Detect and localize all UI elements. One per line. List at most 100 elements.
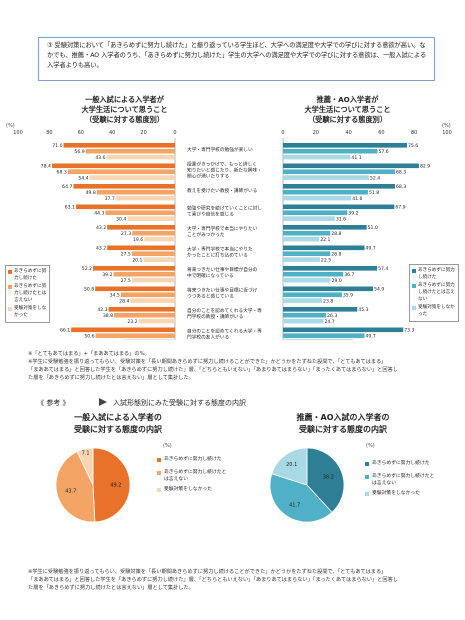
left-bar	[95, 333, 175, 338]
legend-swatch	[157, 457, 161, 462]
note-1: ※「とてもあてはまる」+「まああてはまる」の%。 ※学生に受験勉強を振り返っても…	[28, 350, 448, 382]
note-2: ※学生に受験勉強を振り返ってもらい、受験対策を「長い期間あきらめずに努力し続ける…	[28, 568, 448, 592]
right-bar	[283, 292, 342, 297]
right-bar	[283, 339, 354, 340]
right-bar-label: 57.4	[378, 266, 388, 272]
right-tick-label: 0	[281, 130, 284, 136]
right-bar-label: 41.6	[352, 196, 362, 202]
legend-swatch	[8, 269, 12, 274]
left-bar	[107, 245, 175, 251]
left-bar-label: 49.8	[86, 190, 96, 196]
left-bar-label: 64.7	[62, 184, 72, 190]
category-label: て喜びや自信を感じる	[187, 211, 234, 218]
left-bar-label: 20.1	[132, 257, 142, 263]
right-bar-label: 43.1	[355, 339, 365, 340]
category-label: 自分のことを認めてくれる大学・専	[187, 327, 262, 334]
right-bar-label: 73.3	[404, 328, 414, 334]
right-bar	[283, 327, 404, 333]
pie-right-legend: あきらめずに努力し続けた あきらめずに努力し続けたとは言えない 受験対策をしなか…	[365, 460, 437, 503]
pie-legend-item: あきらめずに努力し続けたとは言えない	[365, 473, 437, 487]
pie-value-label: 49.2	[110, 482, 121, 488]
right-bar-label: 23.8	[323, 298, 333, 304]
left-tick-label: 100	[13, 130, 23, 136]
left-bar-label: 52.2	[82, 266, 92, 272]
left-bar-label: 19.6	[133, 237, 143, 243]
pie-right-title-line: 受験に対する態度の内訳	[299, 425, 387, 434]
note-line: 「まああてはまる」と回答した学生を「あきらめずに努力し続けた」層、「どちらともい…	[28, 577, 398, 583]
legend-swatch	[8, 306, 12, 311]
pie-left-title: 一般入試による入学者の 受験に対する態度の内訳	[58, 412, 178, 436]
category-label: 門学校の友人がいる	[187, 334, 229, 340]
left-tick-label: 80	[46, 130, 52, 136]
category-label: つつあると感じている	[187, 293, 234, 300]
right-bar-label: 75.6	[408, 143, 418, 149]
left-bar-label: 54.4	[78, 175, 88, 181]
legend-swatch	[157, 470, 161, 475]
legend-item: あきらめずに努力し続けた	[412, 267, 456, 281]
left-bar-label: 23.2	[127, 319, 137, 325]
right-bar-label: 82.9	[420, 164, 430, 170]
right-bar	[283, 266, 378, 271]
pie-value-label: 38.2	[323, 475, 334, 481]
left-bar	[107, 225, 175, 230]
pie-value-label: 41.7	[289, 502, 300, 508]
legend-item: 受験対策をしなかった	[412, 304, 456, 318]
right-bar-label: 28.8	[331, 231, 341, 237]
left-bar-label: 43.2	[96, 225, 106, 231]
right-tick-label: 20	[313, 130, 319, 136]
legend-label: 受験対策をしなかった	[14, 306, 47, 318]
pie-left-title-line: 受験に対する態度の内訳	[74, 425, 162, 434]
right-tick-label: 60	[378, 130, 384, 136]
summary-number: ③	[47, 42, 53, 49]
right-bar-label: 51.8	[369, 190, 379, 196]
category-label: 関心が湧いたりする	[187, 173, 229, 180]
left-bar	[96, 189, 175, 195]
reference-label: 《 参考 》	[37, 399, 70, 407]
right-bar-label: 49.7	[366, 333, 376, 339]
left-bar-label: 34.5	[110, 292, 120, 298]
right-legend: あきらめずに努力し続けた あきらめずに努力し続けたとは言えない 受験対策をしなか…	[409, 264, 459, 322]
summary-text: 受験対策において「あきらめずに努力し続けた」と振り返っている学生ほど、大学への満…	[47, 42, 427, 69]
right-bar	[283, 277, 331, 283]
category-label: 自分のことを認めてくれる大学・専	[187, 307, 262, 314]
right-bar	[283, 230, 331, 236]
category-label: ことがみつかった	[187, 231, 225, 238]
left-bar	[105, 210, 175, 215]
right-bar	[283, 257, 320, 262]
legend-label: あきらめずに努力し続けたとは言えない	[418, 283, 455, 302]
right-bar	[283, 148, 378, 154]
left-bar	[67, 169, 175, 174]
right-bar-label: 28.8	[331, 251, 341, 257]
category-label: 大学・専門学校の勉強が楽しい	[187, 146, 253, 153]
right-bar	[283, 307, 358, 312]
legend-swatch	[365, 491, 369, 496]
right-bar-label: 39.2	[348, 210, 358, 216]
left-bar-label: 32.8	[112, 339, 122, 340]
left-bar	[63, 143, 175, 148]
left-bar-label: 27.3	[121, 231, 131, 237]
right-bar	[283, 271, 344, 277]
right-bar	[283, 204, 395, 210]
left-bar	[132, 230, 175, 236]
category-label: 教えを受けたい教授・講師がいる	[187, 187, 257, 194]
right-bar	[283, 216, 335, 221]
pie-value-label: 43.7	[65, 489, 76, 495]
left-bar-label: 43.6	[95, 155, 105, 161]
left-tick-label: 40	[109, 130, 115, 136]
summary-box: ③ 受験対策において「あきらめずに努力し続けた」と振り返っている学生ほど、大学への…	[38, 37, 435, 81]
left-title-line: 大学生活について思うこと	[81, 105, 168, 114]
left-bar	[51, 163, 175, 169]
note-line: た層を「あきらめずに努力し続けたとは言えない」層として集計した。	[28, 375, 194, 381]
right-pct-label: (%)	[442, 123, 451, 129]
right-title-line: （受験に対する態度別）	[307, 115, 388, 124]
category-label: 大学・専門学校で本当にやりた	[187, 245, 253, 252]
right-bar	[283, 245, 365, 251]
legend-swatch	[412, 268, 416, 273]
right-bar-label: 41.1	[351, 155, 361, 161]
left-tick-label: 0	[173, 130, 176, 136]
left-bar	[95, 286, 175, 292]
right-bar-label: 24.7	[325, 319, 335, 325]
left-bar	[85, 148, 175, 154]
right-bar-label: 26.3	[327, 313, 337, 319]
